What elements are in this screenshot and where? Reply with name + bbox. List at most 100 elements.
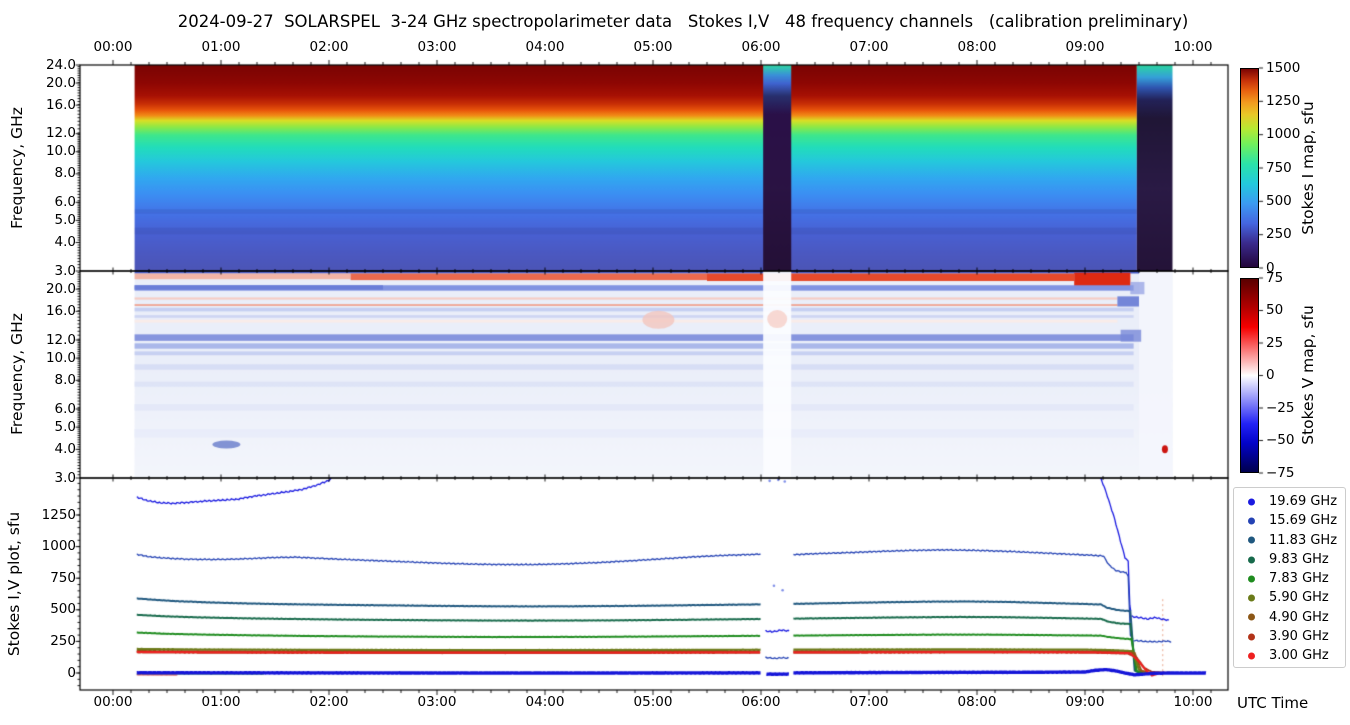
freq-tick-label: 20.0 [45,280,76,297]
time-tick-label: 07:00 [849,694,889,710]
legend-marker-icon [1248,517,1255,525]
freq-tick-label: 16.0 [45,302,76,319]
stokes-v-colorbar [1240,278,1259,473]
time-tick-label: 03:00 [417,39,457,55]
stokes-v-colorbar-label: Stokes V map, sfu [1299,305,1317,445]
time-tick-label: 07:00 [849,39,889,55]
legend-item: 7.83 GHz [1234,569,1345,588]
time-tick-label: 00:00 [93,39,133,55]
flux-tick-label: 250 [50,632,76,649]
legend-label: 5.90 GHz [1269,590,1329,606]
time-tick-label: 01:00 [201,39,241,55]
freq-tick-label: 12.0 [45,331,76,348]
freq-tick-label: 5.0 [54,211,76,228]
time-tick-label: 04:00 [525,39,565,55]
legend-item: 19.69 GHz [1234,492,1345,511]
legend-label: 3.00 GHz [1269,648,1329,664]
legend-item: 4.90 GHz [1234,608,1345,627]
colorbar-tick-label: −25 [1266,399,1295,416]
colorbar-tick-label: −50 [1266,432,1295,448]
legend-item: 5.90 GHz [1234,588,1345,607]
colorbar-tick-label: 500 [1266,192,1292,209]
time-tick-label: 06:00 [741,39,781,55]
freq-tick-label: 4.0 [54,234,76,250]
time-tick-label: 04:00 [525,694,565,710]
legend-marker-icon [1248,575,1255,583]
colorbar-tick-label: 0 [1266,367,1275,383]
freq-tick-label: 16.0 [45,96,76,113]
panel1-ylabel: Frequency, GHz [8,107,26,229]
legend-label: 7.83 GHz [1269,571,1329,587]
legend-label: 4.90 GHz [1269,609,1329,625]
colorbar-tick-label: 1250 [1266,92,1301,109]
legend-marker-icon [1248,613,1255,621]
colorbar-tick-label: 750 [1266,159,1292,176]
legend-item: 15.69 GHz [1234,511,1345,530]
freq-tick-label: 24.0 [45,56,76,73]
time-tick-label: 02:00 [309,694,349,710]
time-tick-label: 10:00 [1173,39,1213,55]
legend-marker-icon [1248,556,1255,564]
freq-tick-label: 10.0 [45,349,76,366]
flux-tick-label: 500 [50,601,76,618]
flux-tick-label: 0 [67,664,76,681]
time-tick-label: 08:00 [957,694,997,710]
freq-tick-label: 3.0 [54,469,76,486]
freq-tick-label: 10.0 [45,143,76,160]
colorbar-tick-label: −75 [1266,464,1295,481]
time-tick-label: 05:00 [633,694,673,710]
colorbar-tick-label: 1000 [1266,126,1301,143]
legend-label: 15.69 GHz [1269,513,1338,529]
flux-tick-label: 1250 [41,506,76,523]
time-tick-label: 02:00 [309,39,349,55]
time-tick-label: 01:00 [201,694,241,710]
time-tick-label: 00:00 [93,694,133,710]
legend-marker-icon [1248,652,1255,660]
legend-item: 11.83 GHz [1234,531,1345,550]
freq-tick-label: 5.0 [54,418,76,435]
legend-marker-icon [1248,633,1255,641]
colorbar-tick-label: 50 [1266,302,1284,318]
legend: 19.69 GHz 15.69 GHz 11.83 GHz 9.83 GHz 7.83 … [1233,487,1346,668]
freq-tick-label: 6.0 [54,400,76,417]
colorbar-tick-label: 1500 [1266,59,1301,76]
freq-tick-label: 12.0 [45,125,76,142]
legend-label: 3.90 GHz [1269,629,1329,645]
freq-tick-label: 8.0 [54,371,76,388]
freq-tick-label: 20.0 [45,74,76,91]
time-tick-label: 09:00 [1065,694,1105,710]
time-tick-label: 10:00 [1173,694,1213,710]
legend-item: 3.90 GHz [1234,627,1345,646]
time-tick-label: 06:00 [741,694,781,710]
freq-tick-label: 6.0 [54,193,76,210]
time-tick-label: 03:00 [417,694,457,710]
freq-tick-label: 8.0 [54,165,76,182]
legend-items: 19.69 GHz 15.69 GHz 11.83 GHz 9.83 GHz 7.83 … [1234,492,1345,666]
time-tick-label: 05:00 [633,39,673,55]
legend-marker-icon [1248,594,1255,602]
panel2-ylabel: Frequency, GHz [8,313,26,435]
legend-marker-icon [1248,536,1255,544]
figure-title: 2024-09-27 SOLARSPEL 3-24 GHz spectropol… [177,12,1189,31]
legend-item: 9.83 GHz [1234,550,1345,569]
colorbar-tick-label: 0 [1266,259,1275,276]
panel3-ylabel: Stokes I,V plot, sfu [5,511,23,657]
flux-tick-label: 1000 [41,538,76,555]
freq-tick-label: 3.0 [54,262,76,279]
legend-label: 9.83 GHz [1269,551,1329,567]
colorbar-tick-label: 25 [1266,334,1284,351]
colorbar-tick-label: 75 [1266,269,1284,286]
stokes-i-colorbar [1240,68,1259,268]
time-tick-label: 09:00 [1065,39,1105,55]
legend-label: 11.83 GHz [1269,532,1338,548]
colorbar-tick-label: 250 [1266,226,1292,243]
stokes-i-colorbar-label: Stokes I map, sfu [1299,101,1317,235]
legend-item: 3.00 GHz [1234,646,1345,665]
freq-tick-label: 4.0 [54,440,76,457]
utc-time-label: UTC Time [1237,694,1309,712]
flux-tick-label: 750 [50,569,76,586]
legend-label: 19.69 GHz [1269,494,1338,509]
time-tick-label: 08:00 [957,39,997,55]
